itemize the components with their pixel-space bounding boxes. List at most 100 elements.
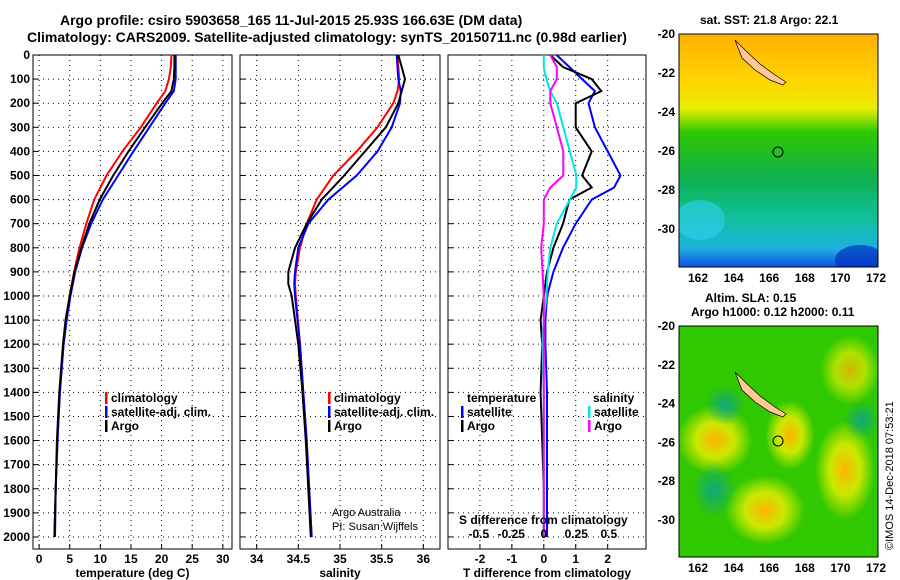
x-tick-label: 35.5	[370, 552, 394, 566]
x-axis-label: salinity	[319, 566, 361, 580]
lat-tick-label: -24	[658, 397, 676, 411]
lat-tick-label: -20	[658, 319, 676, 333]
legend-title-salinity: salinity	[593, 391, 635, 405]
series-line-t-satellite	[544, 54, 622, 537]
legend-label: satellite	[467, 405, 512, 419]
y-tick-label: 1700	[3, 458, 30, 472]
legend-title-temperature: temperature	[467, 391, 537, 405]
lon-tick-label: 172	[866, 271, 886, 285]
legend-swatch	[105, 420, 108, 432]
sla-map-title-2: Argo h1000: 0.12 h2000: 0.11	[691, 305, 855, 319]
legend-label: satellite-adj. clim.	[111, 405, 211, 419]
y-tick-label: 900	[10, 265, 30, 279]
new-caledonia-land	[734, 39, 787, 86]
y-tick-label: 1400	[3, 385, 30, 399]
x2-tick-label: 0.25	[565, 527, 589, 541]
y-tick-label: 1300	[3, 361, 30, 375]
lat-tick-label: -22	[658, 358, 676, 372]
legend-label: climatology	[111, 391, 178, 405]
legend-label: satellite-adj. clim.	[334, 405, 434, 419]
legend-label: Argo	[111, 419, 139, 433]
x2-tick-label: -0.25	[498, 527, 526, 541]
x-tick-label: -1	[507, 552, 518, 566]
legend-swatch	[461, 406, 464, 418]
x2-axis-label: S difference from climatology	[459, 513, 628, 527]
y-tick-label: 200	[10, 96, 30, 110]
legend-label: Argo	[467, 419, 495, 433]
lon-tick-label: 168	[795, 271, 815, 285]
y-tick-label: 600	[10, 193, 30, 207]
legend-swatch	[461, 420, 464, 432]
y-tick-label: 1000	[3, 289, 30, 303]
legend-label: Argo	[594, 419, 622, 433]
argo-location-marker	[772, 435, 784, 447]
x-tick-label: 0	[540, 552, 547, 566]
plot-frame	[447, 54, 647, 550]
lat-tick-label: -26	[658, 144, 676, 158]
temperature-panel: 0 5 10 15 20 25 300100200300400500600700800900…	[3, 48, 233, 580]
x-axis-label: temperature (deg C)	[75, 566, 189, 580]
series-line-argo	[53, 55, 176, 538]
salinity-panel: 34 34.5 35 35.5 36 salinity climatologysatelli…	[239, 54, 441, 580]
lat-tick-label: -30	[658, 222, 676, 236]
x-tick-label: 25	[186, 552, 200, 566]
series-line-s-argo	[540, 54, 565, 537]
y-tick-label: 800	[10, 241, 30, 255]
series-line-argo	[287, 54, 407, 538]
lat-tick-label: -22	[658, 66, 676, 80]
lat-tick-label: -28	[658, 183, 676, 197]
lon-tick-label: 162	[688, 561, 708, 575]
x-axis-label: T difference from climatology	[463, 566, 631, 580]
x-tick-label: 1	[572, 552, 579, 566]
lat-tick-label: -30	[658, 513, 676, 527]
argo-location-marker	[772, 146, 784, 158]
y-tick-label: 1600	[3, 434, 30, 448]
y-tick-label: 1100	[4, 313, 30, 327]
legend-label: satellite	[594, 405, 639, 419]
x-tick-label: 34	[250, 552, 264, 566]
y-tick-label: 100	[10, 72, 30, 86]
x2-tick-label: 0	[540, 527, 547, 541]
x-tick-label: -2	[475, 552, 486, 566]
x-tick-label: 30	[216, 552, 230, 566]
legend-swatch	[328, 420, 331, 432]
y-tick-label: 400	[10, 144, 30, 158]
credit-timestamp: ©IMOS 14-Dec-2018 07:53:21	[884, 401, 896, 550]
x-tick-label: 10	[94, 552, 108, 566]
plot-frame	[239, 54, 441, 550]
lon-tick-label: 172	[866, 561, 886, 575]
x2-tick-label: 0.5	[600, 527, 617, 541]
y-tick-label: 1800	[3, 482, 30, 496]
legend-swatch	[105, 392, 108, 404]
lon-tick-label: 170	[830, 271, 850, 285]
annotation-text: Argo Australia	[332, 507, 401, 519]
lon-tick-label: 166	[759, 271, 779, 285]
legend-swatch	[588, 420, 591, 432]
legend-label: Argo	[334, 419, 362, 433]
lon-tick-label: 168	[795, 561, 815, 575]
lat-tick-label: -28	[658, 474, 676, 488]
x-tick-label: 36	[417, 552, 431, 566]
y-tick-label: 700	[10, 217, 30, 231]
differences-panel: -2 -1 0 1 2T difference from climatology temp…	[447, 54, 647, 580]
lon-tick-label: 164	[724, 561, 744, 575]
y-tick-label: 1200	[3, 337, 30, 351]
lon-tick-label: 166	[759, 561, 779, 575]
sst-map	[679, 34, 878, 267]
x-tick-label: 2	[604, 552, 611, 566]
legend-swatch	[588, 406, 591, 418]
lat-tick-label: -26	[658, 435, 676, 449]
annotation-text: PI: Susan Wijffels	[332, 521, 418, 533]
lon-tick-label: 164	[724, 271, 744, 285]
y-tick-label: 500	[10, 168, 30, 182]
y-tick-label: 2000	[3, 530, 30, 544]
lat-tick-label: -20	[658, 27, 676, 41]
title-line-1: Argo profile: csiro 5903658_165 11-Jul-2…	[60, 12, 523, 28]
x-tick-label: 0	[36, 552, 43, 566]
x-tick-label: 20	[155, 552, 169, 566]
x-tick-label: 34.5	[287, 552, 311, 566]
lat-tick-label: -24	[658, 105, 676, 119]
legend-swatch	[105, 406, 108, 418]
title-line-2: Climatology: CARS2009. Satellite-adjuste…	[27, 29, 627, 45]
